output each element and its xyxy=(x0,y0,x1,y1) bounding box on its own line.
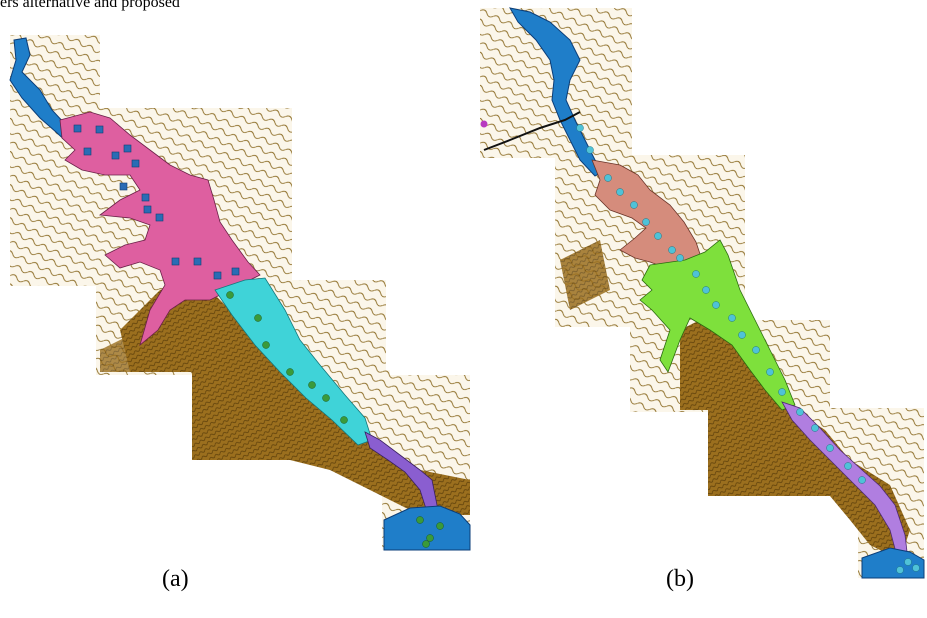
dot-markers xyxy=(226,291,444,548)
square-marker xyxy=(123,144,132,153)
reservoir-zone-2 xyxy=(639,239,796,411)
dot-marker xyxy=(586,146,594,154)
dot-marker xyxy=(796,408,804,416)
square-marker xyxy=(73,124,82,133)
square-marker xyxy=(193,257,202,266)
square-marker xyxy=(119,182,128,191)
dot-marker xyxy=(858,476,866,484)
dot-marker xyxy=(752,346,760,354)
square-marker xyxy=(141,193,150,202)
square-marker xyxy=(171,257,180,266)
dot-marker xyxy=(728,314,736,322)
dot-marker xyxy=(340,416,348,424)
square-marker xyxy=(213,271,222,280)
square-marker xyxy=(111,151,120,160)
river-bank-line xyxy=(483,111,581,151)
square-marker xyxy=(83,147,92,156)
dot-marker xyxy=(616,188,624,196)
dot-marker xyxy=(712,301,720,309)
dot-marker xyxy=(811,424,819,432)
map-panel-a xyxy=(0,0,480,560)
dot-marker xyxy=(896,566,904,574)
dot-marker xyxy=(576,124,584,132)
panel-a-label: (a) xyxy=(162,566,189,592)
square-marker xyxy=(143,205,152,214)
dot-marker xyxy=(844,462,852,470)
dot-marker xyxy=(826,444,834,452)
dot-marker xyxy=(604,174,612,182)
square-marker xyxy=(231,267,240,276)
dot-marker xyxy=(422,540,430,548)
dot-marker xyxy=(766,368,774,376)
map-panel-b xyxy=(470,0,927,590)
downstream-river xyxy=(383,505,471,551)
map-b-svg xyxy=(480,7,925,579)
dot-marker xyxy=(416,516,424,524)
dot-marker xyxy=(692,270,700,278)
square-markers xyxy=(73,124,240,280)
dot-marker xyxy=(630,201,638,209)
dot-marker xyxy=(702,286,710,294)
dot-marker xyxy=(778,388,786,396)
dense-terrain xyxy=(560,240,910,560)
square-marker xyxy=(95,125,104,134)
dot-marker xyxy=(668,246,676,254)
dot-marker xyxy=(642,218,650,226)
dot-marker xyxy=(436,522,444,530)
outlet-point xyxy=(480,120,488,128)
dot-marker xyxy=(912,564,920,572)
dot-marker xyxy=(226,291,234,299)
dot-marker xyxy=(426,534,434,542)
dot-marker xyxy=(262,341,270,349)
panel-b-label: (b) xyxy=(666,566,694,592)
square-marker xyxy=(155,213,164,222)
dot-marker xyxy=(286,368,294,376)
dot-marker xyxy=(308,381,316,389)
dot-marker xyxy=(322,394,330,402)
dot-marker xyxy=(738,331,746,339)
dot-marker xyxy=(904,558,912,566)
cropped-caption-text: ers alternative and proposed xyxy=(0,0,180,11)
dot-markers xyxy=(576,124,920,574)
map-a-svg xyxy=(9,35,471,551)
dot-marker xyxy=(654,232,662,240)
downstream-river xyxy=(861,547,925,579)
reservoir-zone-1 xyxy=(59,111,261,347)
dot-marker xyxy=(254,314,262,322)
square-marker xyxy=(131,159,140,168)
dot-marker xyxy=(676,254,684,262)
reservoir-zone-2 xyxy=(214,277,373,446)
